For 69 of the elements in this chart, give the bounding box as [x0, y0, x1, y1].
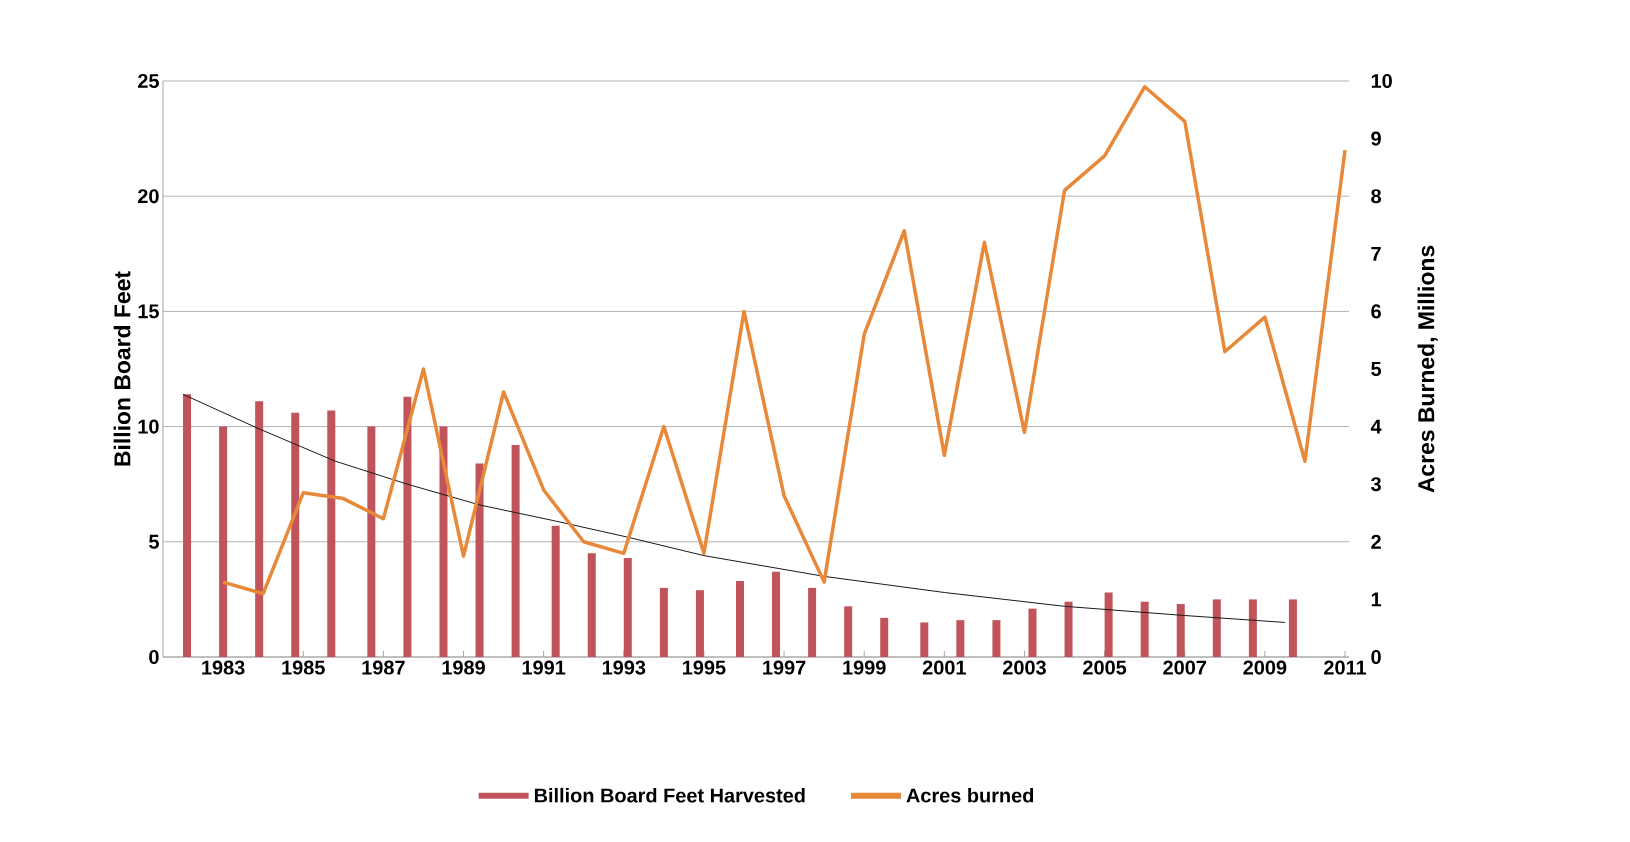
x-tick-label: 1989 — [442, 660, 485, 675]
bar — [992, 620, 1001, 657]
y2-axis-title: Acres Burned, Millions — [1417, 245, 1438, 493]
bar — [1212, 599, 1221, 657]
bar — [956, 620, 965, 657]
bar — [920, 622, 929, 657]
bar — [587, 553, 596, 657]
bar — [475, 463, 484, 657]
y2-tick-label: 3 — [1371, 477, 1381, 492]
y-tick-label: 5 — [149, 534, 159, 549]
y2-tick-label: 6 — [1371, 304, 1381, 319]
bar — [1028, 608, 1037, 657]
y2-tick-label: 4 — [1370, 419, 1382, 434]
y2-tick-label: 7 — [1371, 246, 1381, 261]
x-tick-label: 1987 — [362, 660, 405, 675]
y-tick-label: 10 — [138, 419, 159, 434]
bar — [291, 412, 300, 657]
legend-label: Billion Board Feet Harvested — [534, 787, 805, 803]
bar — [403, 396, 412, 657]
y2-tick-label: 10 — [1371, 73, 1392, 89]
y2-tick-label: 1 — [1371, 592, 1382, 607]
y-tick-label: 15 — [138, 304, 159, 319]
bar — [551, 525, 560, 657]
x-tick-label: 1997 — [763, 660, 806, 675]
bar — [623, 557, 632, 657]
y-axis-title: Billion Board Feet — [113, 271, 131, 466]
bar — [1104, 592, 1113, 657]
bar — [1140, 601, 1149, 657]
bar — [511, 445, 520, 657]
bar — [880, 617, 889, 657]
bar — [367, 426, 376, 657]
bar — [735, 580, 744, 657]
bar — [183, 394, 192, 657]
x-tick-label: 1983 — [202, 660, 245, 675]
line-series — [182, 393, 1286, 623]
x-tick-label: 1991 — [522, 660, 566, 675]
bar — [255, 401, 264, 657]
y2-tick-label: 2 — [1371, 534, 1381, 549]
bar — [695, 590, 704, 657]
x-tick-label: 1993 — [602, 660, 646, 675]
bar — [808, 587, 817, 657]
y-tick-label: 20 — [138, 189, 159, 204]
y2-tick-label: 8 — [1371, 189, 1382, 204]
x-tick-label: 2005 — [1083, 660, 1127, 675]
y-tick-label: 25 — [138, 73, 159, 89]
y-tick-label: 0 — [149, 649, 159, 665]
bar — [327, 410, 336, 657]
bar — [772, 571, 781, 657]
bar — [1288, 599, 1297, 657]
x-tick-label: 1985 — [282, 660, 325, 675]
x-tick-label: 2007 — [1163, 660, 1207, 675]
x-tick-label: 2011 — [1324, 660, 1367, 675]
x-tick-label: 2001 — [922, 660, 966, 675]
y2-tick-label: 9 — [1371, 131, 1381, 146]
bar — [439, 426, 448, 657]
x-tick-label: 2003 — [1002, 660, 1046, 675]
y2-tick-label: 5 — [1371, 362, 1382, 376]
x-tick-label: 2009 — [1243, 660, 1287, 675]
bar — [1064, 601, 1073, 657]
x-tick-label: 1995 — [683, 660, 726, 675]
bar — [1176, 604, 1185, 657]
bar — [659, 587, 668, 657]
x-tick-label: 1999 — [843, 660, 886, 675]
bar — [219, 426, 228, 657]
bar — [844, 606, 853, 657]
y2-tick-label: 0 — [1371, 649, 1381, 665]
legend-label: Acres burned — [906, 787, 1034, 803]
bar — [1248, 599, 1257, 657]
line-series — [221, 85, 1347, 596]
